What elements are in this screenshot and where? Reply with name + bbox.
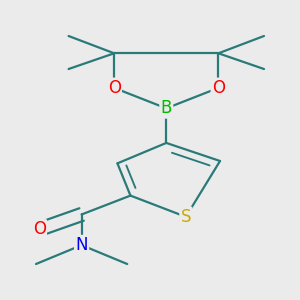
- Text: O: O: [33, 220, 46, 238]
- Text: O: O: [212, 79, 225, 97]
- Text: O: O: [108, 79, 121, 97]
- Text: S: S: [181, 208, 191, 226]
- Text: N: N: [75, 236, 88, 254]
- Text: B: B: [160, 99, 172, 117]
